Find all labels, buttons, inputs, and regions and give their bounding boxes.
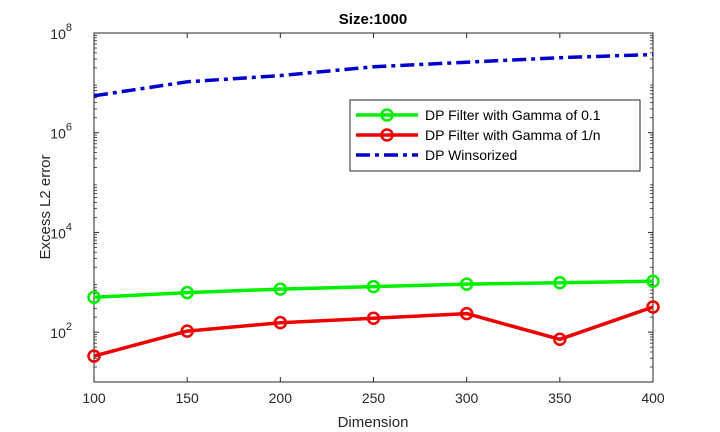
data-point	[87, 349, 101, 363]
data-point	[459, 306, 474, 321]
legend: DP Filter with Gamma of 0.1 DP Filter wit…	[349, 99, 641, 172]
y-axis-label: Excess L2 error	[37, 154, 54, 259]
data-point	[366, 311, 381, 325]
series-line	[93, 305, 654, 358]
data-point	[273, 282, 288, 296]
plot-area	[93, 32, 654, 383]
x-tick-label: 100	[82, 390, 106, 406]
series-line	[93, 52, 654, 98]
data-point	[459, 277, 474, 291]
legend-label: DP Filter with Gamma of 1/n	[425, 127, 601, 143]
y-tick-label: 106	[50, 122, 72, 142]
ticks: 100 150 200 250 300 350 400 102 104 106 108	[50, 22, 665, 406]
x-tick-label: 200	[269, 390, 293, 406]
data-point	[366, 279, 381, 294]
data-point	[646, 274, 660, 288]
x-axis-label: Dimension	[338, 414, 409, 431]
legend-label: DP Winsorized	[425, 147, 517, 163]
legend-item-2: DP Filter with Gamma of 1/n	[356, 127, 601, 143]
data-point	[553, 275, 567, 290]
series-2	[87, 300, 660, 363]
data-point	[646, 300, 660, 314]
legend-marker	[380, 128, 394, 142]
x-tick-label: 250	[362, 390, 386, 406]
data-point	[273, 315, 288, 330]
legend-label: DP Filter with Gamma of 0.1	[425, 107, 601, 123]
x-tick-label: 350	[548, 390, 572, 406]
x-tick-label: 150	[175, 390, 199, 406]
series-line	[93, 279, 654, 300]
legend-marker	[380, 108, 394, 122]
legend-item-3: DP Winsorized	[356, 147, 517, 163]
series-layer	[87, 52, 660, 363]
y-tick-label: 108	[50, 22, 72, 42]
x-tick-label: 400	[641, 390, 665, 406]
data-point	[180, 285, 194, 300]
data-point	[180, 324, 194, 338]
y-tick-label: 104	[50, 221, 72, 241]
series-3	[93, 52, 654, 98]
series-1	[87, 274, 660, 305]
data-point	[553, 332, 567, 347]
chart-title: Size:1000	[339, 11, 407, 28]
x-tick-label: 300	[455, 390, 479, 406]
y-tick-label: 102	[50, 321, 72, 341]
data-point	[87, 290, 101, 305]
legend-item-1: DP Filter with Gamma of 0.1	[356, 107, 601, 123]
